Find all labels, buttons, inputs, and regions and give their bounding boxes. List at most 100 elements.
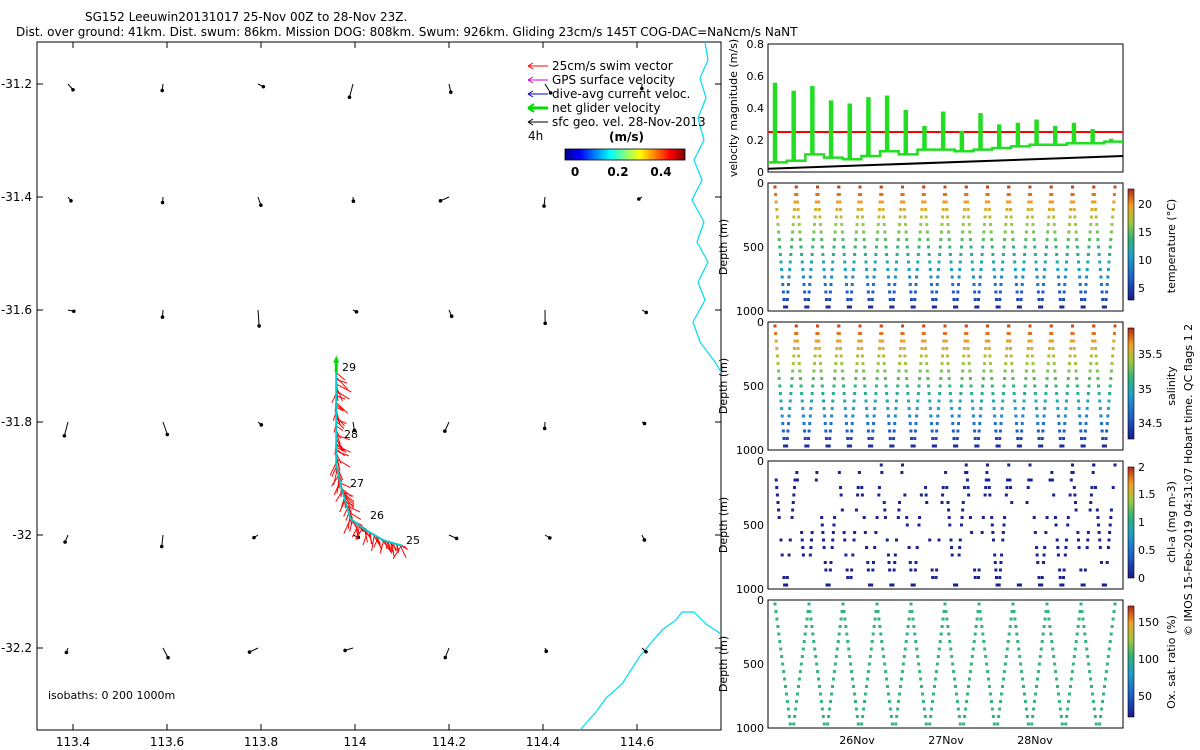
profile-sample [982, 230, 986, 234]
profile-sample [796, 347, 800, 350]
profile-sample [946, 223, 950, 226]
profile-sample [956, 283, 960, 286]
profile-sample [1085, 275, 1089, 279]
profile-sample [987, 339, 991, 343]
profile-sample [821, 399, 825, 403]
profile-sample [839, 617, 843, 621]
profile-sample [976, 610, 980, 613]
chla-colorbar [1127, 466, 1135, 579]
profile-sample [953, 305, 957, 309]
profile-sample [1094, 486, 1098, 489]
profile-sample [924, 486, 928, 489]
profile-sample [822, 722, 826, 726]
profile-sample [913, 429, 917, 433]
profile-sample [789, 384, 793, 388]
profile-sample [953, 677, 957, 681]
profile-sample [922, 185, 926, 189]
profile-sample [984, 486, 988, 489]
profile-sample [1073, 493, 1077, 497]
profile-sample [941, 347, 945, 350]
profile-sample [782, 437, 786, 440]
swim-vector [336, 406, 344, 412]
map-y-tick-label: -31.8 [1, 415, 32, 429]
profile-sample [1076, 392, 1080, 395]
profile-sample [1041, 290, 1045, 294]
map-x-tick-label: 113.4 [56, 735, 90, 749]
profile-sample [907, 268, 911, 271]
profile-sample [874, 392, 878, 395]
profile-sample [1058, 707, 1062, 711]
profile-sample [778, 245, 782, 249]
profile-sample [912, 625, 916, 628]
profile-sample [904, 369, 908, 373]
profile-sample [1037, 662, 1041, 666]
profile-sample [797, 223, 801, 226]
profile-sample [968, 238, 972, 241]
profile-sample [1004, 362, 1008, 365]
profile-sample [924, 722, 928, 726]
depth-tick: 1000 [736, 722, 764, 735]
profile-sample [786, 429, 790, 433]
profile-sample [1083, 429, 1087, 433]
profile-sample [790, 516, 794, 519]
profile-sample [858, 324, 862, 328]
profile-sample [988, 215, 992, 219]
profile-sample [834, 215, 838, 219]
profile-sample [777, 632, 781, 636]
swim-vector [336, 383, 352, 393]
profile-sample [863, 700, 867, 703]
profile-sample [848, 305, 852, 309]
profile-sample [1041, 422, 1045, 425]
swim-vector [335, 404, 344, 411]
profile-sample [1106, 546, 1110, 549]
profile-sample [924, 215, 928, 219]
profile-sample [1015, 422, 1019, 425]
profile-sample [880, 640, 884, 643]
profile-sample [912, 583, 916, 587]
profile-sample [824, 298, 828, 301]
profile-sample [969, 384, 973, 388]
profile-sample [820, 516, 824, 519]
profile-sample [1021, 677, 1025, 681]
profile-sample [1003, 369, 1007, 373]
profile-sample [1082, 625, 1086, 628]
profile-sample [884, 670, 888, 673]
profile-sample [809, 617, 813, 621]
profile-sample [849, 576, 853, 579]
profile-sample [925, 369, 929, 373]
profile-sample [811, 377, 815, 380]
profile-sample [1069, 200, 1073, 204]
profile-sample [954, 692, 958, 696]
profile-sample [788, 722, 792, 726]
profile-sample [997, 583, 1001, 587]
profile-sample [977, 602, 981, 606]
legend-arrowhead [527, 76, 534, 84]
profile-sample [864, 685, 868, 688]
profile-sample [860, 722, 864, 726]
profile-sample [801, 647, 805, 651]
profile-sample [845, 632, 849, 636]
map-x-tick-label: 114.4 [526, 735, 560, 749]
profile-sample [1098, 538, 1102, 542]
profile-sample [1001, 260, 1005, 264]
profile-sample [1109, 508, 1113, 512]
profile-sample [1052, 493, 1056, 497]
profile-sample [940, 223, 944, 226]
profile-sample [957, 414, 961, 418]
profile-sample [896, 516, 900, 519]
profile-sample [978, 414, 982, 418]
profile-sample [986, 324, 989, 328]
geostrophic-arrowhead [63, 540, 67, 544]
profile-sample [962, 208, 966, 211]
profile-sample [1064, 268, 1068, 271]
profile-sample [1024, 230, 1028, 234]
profile-sample [1007, 332, 1011, 335]
profile-sample [1108, 640, 1112, 643]
profile-sample [1054, 245, 1058, 249]
profile-sample [777, 377, 781, 380]
profile-sample [1029, 339, 1033, 343]
profile-sample [872, 414, 876, 418]
profile-sample [808, 610, 812, 613]
profile-sample [798, 369, 802, 373]
profile-sample [1004, 354, 1008, 358]
